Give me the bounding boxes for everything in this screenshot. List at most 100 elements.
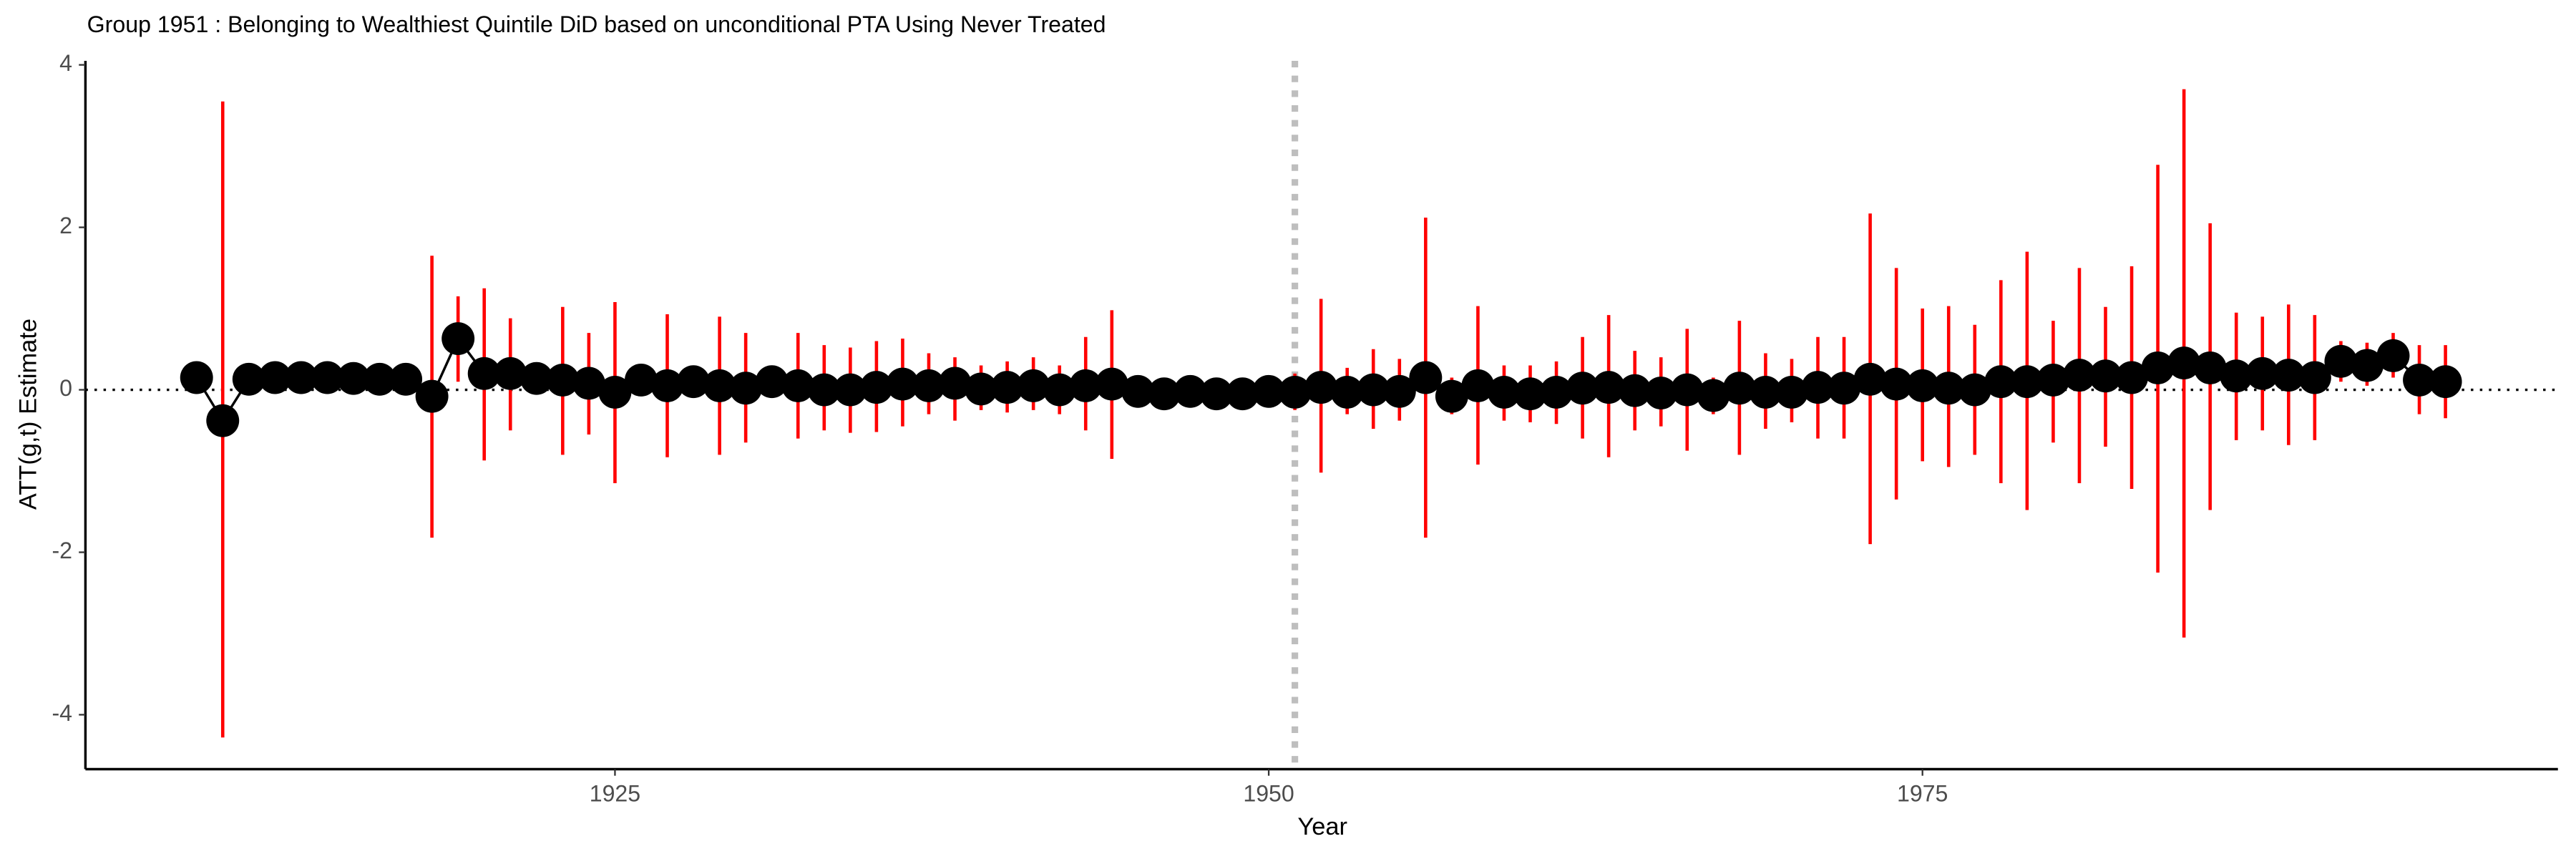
point [1200, 377, 1233, 411]
point [965, 372, 998, 406]
point [990, 371, 1024, 404]
point [1697, 379, 1730, 412]
point [519, 361, 553, 395]
point [2167, 346, 2201, 380]
point [206, 404, 240, 437]
point [1880, 367, 1913, 401]
x-axis-title: Year [1297, 813, 1347, 840]
point [1722, 372, 1756, 405]
point [859, 371, 893, 404]
point [180, 361, 213, 394]
point [1513, 377, 1547, 411]
point [703, 369, 736, 402]
point [1147, 377, 1181, 411]
point [1775, 375, 1808, 409]
point [1435, 379, 1468, 413]
point [1801, 371, 1835, 404]
point [1932, 372, 1966, 405]
point [2376, 339, 2410, 372]
point [2010, 365, 2044, 399]
point [2220, 359, 2253, 393]
point [1069, 369, 1103, 402]
point [284, 361, 318, 394]
point [2403, 363, 2436, 397]
point [494, 356, 527, 390]
point [807, 373, 841, 407]
point [337, 361, 370, 395]
point [1226, 377, 1259, 411]
point [258, 361, 292, 394]
y-tick-label: 4 [59, 50, 72, 76]
point [938, 367, 972, 400]
point [1043, 373, 1076, 407]
point [1566, 372, 1599, 405]
point [1853, 362, 1887, 396]
point [2298, 361, 2331, 394]
point [2089, 359, 2122, 393]
point [1958, 373, 1991, 407]
point [1670, 373, 1704, 407]
point [1409, 361, 1443, 394]
point [1749, 375, 1782, 409]
point [677, 365, 711, 399]
point [886, 367, 919, 401]
point [363, 362, 396, 396]
point [1174, 374, 1207, 408]
point [1382, 374, 1416, 408]
point [755, 365, 789, 399]
point [729, 372, 763, 405]
point [834, 373, 867, 407]
point [1252, 374, 1286, 408]
point [1017, 369, 1050, 402]
point [1357, 373, 1390, 407]
point [415, 379, 449, 413]
point [1330, 375, 1364, 409]
x-tick-label: 1925 [590, 781, 640, 807]
point [2245, 356, 2279, 390]
point [1304, 371, 1338, 404]
point [2272, 359, 2306, 392]
point [650, 369, 684, 402]
point [2350, 349, 2384, 382]
point [625, 363, 658, 397]
point [546, 363, 580, 397]
point [2063, 359, 2096, 392]
point [441, 322, 475, 356]
x-tick-label: 1950 [1243, 781, 1294, 807]
point [1095, 367, 1128, 401]
y-tick-label: -2 [52, 538, 72, 563]
y-axis-title: ATT(g,t) Estimate [14, 319, 42, 510]
y-tick-label: -4 [52, 700, 72, 726]
point [781, 369, 815, 402]
point [1644, 377, 1678, 410]
point [2429, 365, 2462, 399]
point [1984, 365, 2018, 399]
point [2115, 361, 2149, 394]
point [2324, 344, 2358, 378]
point [1461, 369, 1495, 402]
y-tick-label: 0 [59, 375, 72, 401]
point [1121, 374, 1155, 408]
point [232, 362, 265, 396]
point [1906, 369, 1939, 402]
point [572, 367, 605, 400]
point [389, 362, 423, 396]
point [1278, 375, 1312, 409]
point [467, 356, 501, 390]
point [1828, 372, 1861, 405]
point [2193, 351, 2227, 384]
point [2141, 351, 2175, 384]
point [1592, 371, 1626, 404]
point [598, 375, 632, 409]
point [2036, 363, 2070, 397]
point [1618, 374, 1652, 407]
point [1540, 375, 1574, 409]
point [912, 369, 945, 402]
chart-title: Group 1951 : Belonging to Wealthiest Qui… [87, 11, 1106, 37]
y-tick-label: 2 [59, 213, 72, 238]
point [311, 361, 344, 394]
point [1488, 375, 1521, 409]
x-tick-label: 1975 [1897, 781, 1948, 807]
